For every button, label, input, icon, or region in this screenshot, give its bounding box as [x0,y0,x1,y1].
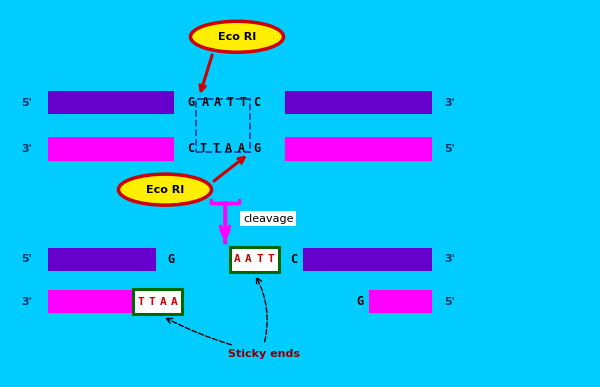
Bar [48,137,174,161]
Text: A: A [214,96,221,109]
Text: T: T [268,254,275,264]
Bar [285,91,432,114]
Text: 5': 5' [445,144,455,154]
Bar [196,99,250,152]
Bar [369,290,432,313]
Text: C: C [167,295,175,308]
Text: A: A [171,297,178,307]
Text: T: T [200,142,207,156]
Text: A: A [160,297,167,307]
Text: C: C [253,96,260,109]
Text: T: T [212,142,220,156]
Text: A: A [202,96,209,109]
Text: G: G [187,96,194,109]
Text: A: A [233,254,241,264]
Text: Eco RI: Eco RI [146,185,184,195]
Text: 5': 5' [22,254,32,264]
Bar [133,289,182,314]
Text: C: C [187,142,194,156]
Bar [230,247,279,272]
Text: 3': 3' [445,98,455,108]
Text: 3': 3' [445,254,455,264]
Text: G: G [356,295,364,308]
Bar [48,91,174,114]
Text: T: T [227,96,234,109]
Bar [48,248,156,271]
Text: T: T [137,297,144,307]
Bar [285,137,432,161]
Text: 5': 5' [22,98,32,108]
Bar [303,248,432,271]
Text: Sticky ends: Sticky ends [228,349,300,359]
Text: G: G [253,142,260,156]
Text: T: T [148,297,155,307]
Bar [48,290,156,313]
Text: cleavage: cleavage [243,214,293,224]
Text: T: T [239,96,247,109]
Text: A: A [238,142,245,156]
Text: A: A [245,254,252,264]
Text: 3': 3' [22,144,32,154]
Text: C: C [290,253,298,266]
Text: A: A [225,142,232,156]
Text: T: T [256,254,263,264]
Ellipse shape [119,174,212,205]
Text: Eco RI: Eco RI [218,32,256,42]
Text: 3': 3' [22,297,32,307]
Text: G: G [167,253,175,266]
Text: 5': 5' [445,297,455,307]
Ellipse shape [191,21,284,52]
